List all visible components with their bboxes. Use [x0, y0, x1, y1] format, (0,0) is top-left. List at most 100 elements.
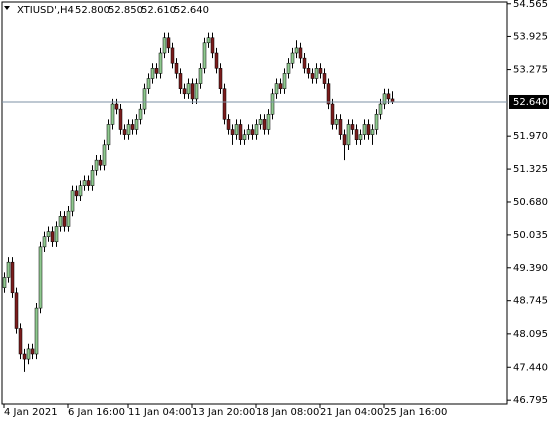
candle-body	[114, 103, 119, 110]
candle-body	[26, 348, 31, 360]
candle-body	[366, 124, 371, 135]
candle-body	[18, 328, 23, 355]
y-tick-label: 48.745	[513, 296, 548, 307]
candle-body	[126, 124, 131, 135]
candle-body	[318, 68, 323, 74]
y-tick-label: 51.970	[513, 131, 548, 142]
candle-body	[186, 83, 191, 95]
y-tick-label: 54.565	[513, 0, 548, 10]
y-tick-label: 53.275	[513, 65, 548, 76]
candle-body	[154, 68, 159, 74]
plot-frame	[1, 1, 508, 405]
candle-body	[266, 113, 271, 130]
candle-body	[286, 62, 291, 74]
candle-body	[170, 47, 175, 64]
candle-body	[34, 307, 39, 355]
candle-body	[282, 73, 287, 89]
y-tick-label: 48.095	[513, 329, 548, 340]
candle-body	[346, 124, 351, 146]
candle-body	[222, 88, 227, 120]
candle-body	[378, 103, 383, 115]
candle-body	[226, 119, 231, 130]
candle-body	[306, 68, 311, 74]
candle-body	[274, 83, 279, 95]
candle-body	[326, 83, 331, 105]
y-tick-label: 49.390	[513, 263, 548, 274]
candle-body	[178, 73, 183, 89]
candle-body	[98, 159, 103, 166]
candle-body	[342, 134, 347, 146]
candle-body	[206, 37, 211, 44]
candle-body	[22, 353, 27, 360]
x-tick-label: 4 Jan 2021	[4, 407, 58, 418]
candle-body	[50, 231, 55, 243]
x-tick-label: 6 Jan 16:00	[68, 407, 125, 418]
candle-body	[238, 124, 243, 140]
y-tick-label: 46.795	[513, 395, 548, 406]
candle-body	[198, 68, 203, 84]
header-value: 52.640	[174, 5, 209, 16]
candle-body	[214, 52, 219, 69]
candle-body	[350, 124, 355, 130]
candle-body	[42, 236, 47, 248]
x-tick-label: 11 Jan 04:00	[128, 407, 191, 418]
candle-body	[230, 129, 235, 135]
candle-body	[278, 83, 283, 89]
y-tick-label: 51.325	[513, 164, 548, 175]
candle-body	[158, 52, 163, 74]
price-label-box	[509, 94, 549, 109]
candle-body	[322, 73, 327, 84]
x-tick-label: 21 Jan 04:00	[320, 407, 383, 418]
candle-body	[54, 226, 59, 243]
x-tick-label: 18 Jan 08:00	[256, 407, 319, 418]
price-label: 52.640	[513, 97, 548, 108]
candle-body	[74, 190, 79, 197]
header-value: 52.800	[75, 5, 110, 16]
y-tick-label: 47.440	[513, 362, 548, 373]
candle-body	[134, 119, 139, 130]
candle-body	[146, 78, 151, 89]
candle-body	[6, 261, 11, 278]
candle-body	[250, 129, 255, 135]
candle-body	[166, 37, 171, 49]
candle-body	[122, 129, 127, 135]
candle-body	[106, 124, 111, 146]
candle-body	[246, 129, 251, 135]
candle-body	[234, 124, 239, 135]
candle-body	[270, 93, 275, 115]
y-tick-label: 53.925	[513, 31, 548, 42]
candle-body	[374, 113, 379, 130]
candle-body	[370, 129, 375, 135]
candle-body	[138, 108, 143, 120]
candle-body	[2, 277, 7, 288]
candle-body	[302, 57, 307, 69]
y-tick-label: 50.680	[513, 197, 548, 208]
candle-body	[194, 83, 199, 100]
symbol: XTIUSD',H4	[17, 5, 74, 16]
x-tick-label: 25 Jan 16:00	[384, 407, 447, 418]
candle-body	[10, 261, 15, 294]
candle-body	[210, 37, 215, 54]
candle-body	[70, 190, 75, 212]
candle-body	[294, 47, 299, 54]
candle-body	[62, 216, 67, 227]
candle-body	[242, 134, 247, 140]
candle-body	[58, 216, 63, 227]
candle-body	[182, 88, 187, 95]
candle-body	[118, 108, 123, 130]
candle-body	[362, 124, 367, 135]
candle-body	[258, 119, 263, 125]
candle-body	[190, 83, 195, 100]
candle-body	[46, 231, 51, 237]
y-tick-label: 50.035	[513, 230, 548, 241]
header-arrow	[4, 6, 10, 10]
candle-body	[262, 119, 267, 130]
candle-body	[202, 42, 207, 69]
candle-body	[142, 88, 147, 110]
candle-body	[290, 52, 295, 64]
candle-body	[254, 124, 259, 135]
candle-body	[310, 73, 315, 79]
candle-body	[218, 68, 223, 89]
candle-body	[150, 68, 155, 79]
